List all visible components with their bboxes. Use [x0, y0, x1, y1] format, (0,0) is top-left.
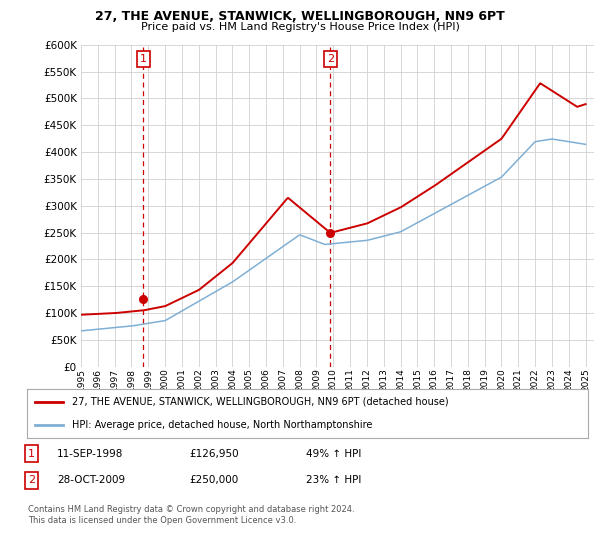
- Text: 1: 1: [28, 449, 35, 459]
- Text: 2: 2: [28, 475, 35, 486]
- Text: 1: 1: [140, 54, 147, 64]
- Text: 11-SEP-1998: 11-SEP-1998: [57, 449, 124, 459]
- Text: 2: 2: [327, 54, 334, 64]
- Text: £250,000: £250,000: [189, 475, 238, 486]
- Text: HPI: Average price, detached house, North Northamptonshire: HPI: Average price, detached house, Nort…: [72, 419, 372, 430]
- Text: £126,950: £126,950: [189, 449, 239, 459]
- Text: Contains HM Land Registry data © Crown copyright and database right 2024.
This d: Contains HM Land Registry data © Crown c…: [28, 505, 355, 525]
- Text: 49% ↑ HPI: 49% ↑ HPI: [306, 449, 361, 459]
- Text: 27, THE AVENUE, STANWICK, WELLINGBOROUGH, NN9 6PT (detached house): 27, THE AVENUE, STANWICK, WELLINGBOROUGH…: [72, 397, 449, 407]
- Text: 27, THE AVENUE, STANWICK, WELLINGBOROUGH, NN9 6PT: 27, THE AVENUE, STANWICK, WELLINGBOROUGH…: [95, 10, 505, 23]
- Text: 28-OCT-2009: 28-OCT-2009: [57, 475, 125, 486]
- Text: 23% ↑ HPI: 23% ↑ HPI: [306, 475, 361, 486]
- Text: Price paid vs. HM Land Registry's House Price Index (HPI): Price paid vs. HM Land Registry's House …: [140, 22, 460, 32]
